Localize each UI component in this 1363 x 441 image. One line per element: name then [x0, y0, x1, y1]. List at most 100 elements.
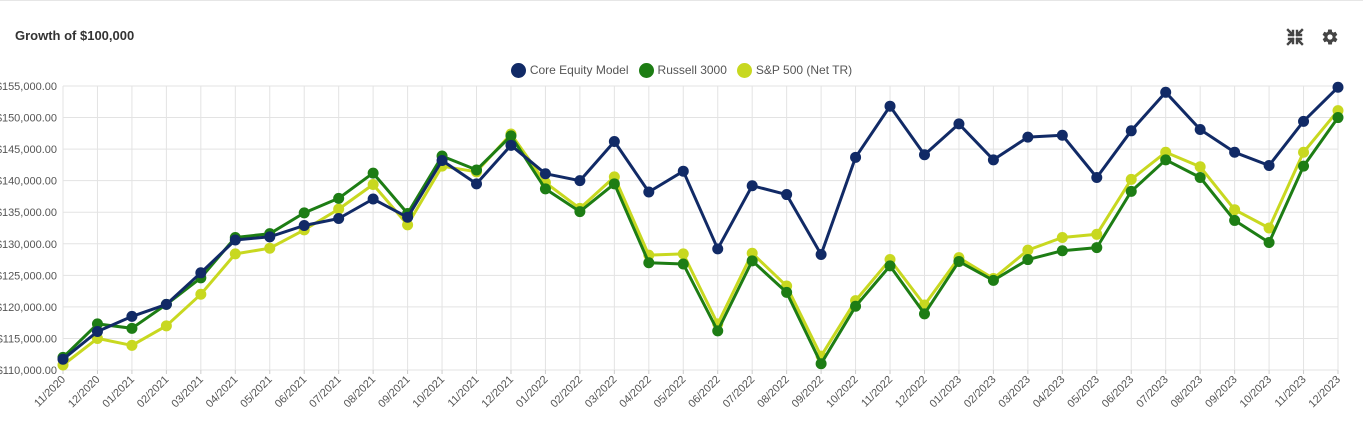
- y-tick-label: $130,000.00: [0, 239, 57, 251]
- x-tick-label: 09/2021: [376, 374, 413, 411]
- y-tick-label: $155,000.00: [0, 81, 57, 93]
- data-point-core: [229, 234, 241, 246]
- legend-marker-russell: [638, 62, 654, 78]
- data-point-sp500: [1091, 228, 1103, 240]
- data-point-russell: [987, 274, 999, 286]
- data-point-sp500: [677, 248, 689, 260]
- y-tick-label: $120,000.00: [0, 302, 57, 314]
- data-point-russell: [471, 164, 483, 176]
- x-tick-label: 02/2021: [135, 374, 172, 411]
- data-point-core: [815, 249, 827, 261]
- data-point-russell: [712, 325, 724, 337]
- data-point-core: [1298, 115, 1310, 127]
- data-point-russell: [1091, 242, 1103, 254]
- data-point-core: [1056, 129, 1068, 141]
- x-tick-label: 07/2023: [1134, 374, 1171, 411]
- x-tick-label: 03/2021: [169, 374, 206, 411]
- data-point-core: [918, 149, 930, 161]
- data-point-sp500: [126, 339, 138, 351]
- data-point-core: [1229, 146, 1241, 158]
- data-point-sp500: [746, 247, 758, 259]
- y-tick-label: $145,000.00: [0, 144, 57, 156]
- data-point-sp500: [1229, 204, 1241, 216]
- legend-item-core-equity-model[interactable]: Core Equity Model: [510, 62, 629, 78]
- x-tick-label: 05/2021: [238, 374, 275, 411]
- data-point-core: [712, 243, 724, 255]
- data-point-russell: [1332, 112, 1344, 124]
- data-point-core: [1160, 86, 1172, 98]
- data-point-core: [884, 100, 896, 112]
- data-point-russell: [1298, 160, 1310, 172]
- x-tick-label: 06/2021: [273, 374, 310, 411]
- x-tick-label: 12/2021: [479, 374, 516, 411]
- settings-button[interactable]: [1319, 26, 1341, 48]
- data-point-russell: [539, 183, 551, 195]
- legend-item-russell-3000[interactable]: Russell 3000: [638, 62, 727, 78]
- x-tick-label: 10/2023: [1238, 374, 1275, 411]
- x-tick-label: 12/2020: [66, 374, 103, 411]
- data-point-core: [643, 186, 655, 198]
- data-point-core: [781, 189, 793, 201]
- legend-label-core: Core Equity Model: [529, 63, 629, 77]
- data-point-russell: [1194, 172, 1206, 184]
- data-point-sp500: [195, 288, 207, 300]
- x-tick-label: 11/2022: [859, 374, 895, 410]
- data-point-core: [402, 211, 414, 223]
- data-point-russell: [953, 255, 965, 267]
- x-tick-label: 04/2021: [204, 374, 241, 411]
- legend-marker-sp500: [736, 62, 752, 78]
- data-point-core: [298, 219, 310, 231]
- legend-label-sp500: S&P 500 (Net TR): [755, 63, 853, 77]
- data-point-core: [1263, 160, 1275, 172]
- data-point-russell: [884, 260, 896, 272]
- data-point-sp500: [160, 320, 172, 332]
- x-tick-label: 02/2022: [548, 374, 585, 411]
- data-point-core: [574, 175, 586, 187]
- data-point-core: [746, 180, 758, 192]
- data-point-sp500: [1263, 222, 1275, 234]
- data-point-core: [677, 165, 689, 177]
- x-tick-label: 10/2021: [411, 374, 448, 411]
- data-point-russell: [781, 286, 793, 298]
- legend-marker-core: [510, 62, 526, 78]
- x-tick-label: 08/2022: [755, 374, 792, 411]
- series-line-sp500: [62, 109, 1340, 367]
- data-point-russell: [574, 206, 586, 218]
- data-point-sp500: [229, 248, 241, 260]
- data-point-core: [608, 136, 620, 148]
- data-point-core: [539, 168, 551, 180]
- data-point-core: [987, 154, 999, 166]
- x-tick-label: 05/2023: [1065, 374, 1102, 411]
- data-point-russell: [1125, 185, 1137, 197]
- series-line-russell: [61, 116, 1340, 366]
- y-tick-label: $140,000.00: [0, 176, 57, 188]
- data-point-core: [1091, 172, 1103, 184]
- x-tick-label: 01/2023: [927, 374, 964, 411]
- x-tick-label: 08/2021: [342, 374, 379, 411]
- data-point-core: [333, 213, 345, 225]
- data-point-russell: [1056, 245, 1068, 257]
- legend-item-sp500[interactable]: S&P 500 (Net TR): [736, 62, 853, 78]
- series-line-core: [62, 86, 1340, 361]
- legend-label-russell: Russell 3000: [657, 63, 727, 77]
- data-point-core: [57, 353, 69, 365]
- y-tick-label: $115,000.00: [0, 333, 57, 345]
- data-point-sp500: [1125, 173, 1137, 185]
- collapse-button[interactable]: [1284, 26, 1306, 48]
- data-point-russell: [1229, 214, 1241, 226]
- x-tick-label: 02/2023: [962, 374, 999, 411]
- y-tick-label: $150,000.00: [0, 113, 57, 125]
- x-tick-label: 12/2023: [1307, 374, 1344, 411]
- data-point-russell: [91, 318, 103, 330]
- x-tick-label: 11/2020: [32, 374, 68, 410]
- data-point-core: [1332, 81, 1344, 93]
- data-point-sp500: [1298, 146, 1310, 158]
- x-tick-label: 04/2022: [617, 374, 654, 411]
- x-tick-label: 11/2023: [1273, 374, 1309, 410]
- data-point-russell: [126, 322, 138, 334]
- data-point-sp500: [333, 203, 345, 215]
- data-point-sp500: [367, 178, 379, 190]
- chart-title: Growth of $100,000: [15, 28, 135, 43]
- data-point-russell: [333, 192, 345, 204]
